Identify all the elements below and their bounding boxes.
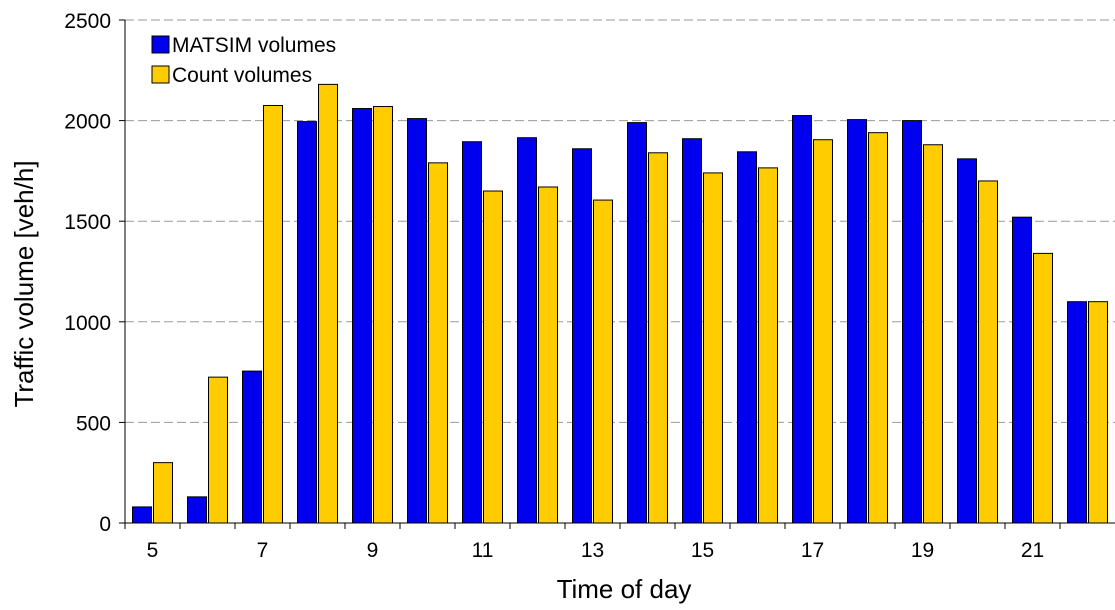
x-tick-label: 19 [911,539,934,562]
bar-matsim-11 [462,141,482,524]
legend-label: MATSIM volumes [172,34,336,57]
bar-count-13 [593,199,613,524]
x-tick-label: 9 [367,539,379,562]
bar-matsim-16 [737,151,757,524]
bar-matsim-17 [792,115,812,524]
bar-matsim-10 [407,118,427,524]
x-tick-label: 13 [581,539,604,562]
legend-label: Count volumes [172,64,312,87]
bar-matsim-6 [187,496,207,524]
bars [132,83,1108,524]
bar-count-5 [153,462,173,524]
y-tick-label: 0 [99,513,111,536]
bar-count-19 [923,144,943,524]
bar-count-14 [648,152,668,524]
bar-count-12 [538,186,558,524]
x-tick-label: 11 [472,539,494,562]
bar-count-8 [318,83,338,524]
y-tick-label: 2500 [64,10,111,33]
bar-matsim-20 [957,158,977,524]
x-tick-label: 15 [691,539,714,562]
bar-count-20 [978,180,998,524]
x-axis-title: Time of day [557,574,692,604]
bar-count-22 [1088,301,1108,524]
bar-count-15 [703,172,723,524]
bar-count-17 [813,139,833,524]
bar-matsim-5 [132,506,152,524]
bar-count-16 [758,167,778,524]
axes [119,19,1115,529]
bar-count-6 [208,376,228,524]
y-tick-label: 2000 [64,111,111,134]
bar-matsim-14 [627,122,647,524]
bar-matsim-7 [242,370,262,524]
x-tick-label: 21 [1021,539,1044,562]
bar-matsim-13 [572,148,592,524]
bar-matsim-19 [902,120,922,524]
bar-matsim-18 [847,119,867,524]
bar-matsim-15 [682,138,702,524]
bar-count-10 [428,162,448,524]
bar-count-21 [1033,252,1053,524]
y-axis-title: Traffic volume [veh/h] [9,160,39,407]
bar-matsim-21 [1012,216,1032,524]
bar-matsim-22 [1067,301,1087,524]
bar-count-7 [263,105,283,524]
bar-count-11 [483,190,503,524]
bar-count-9 [373,106,393,524]
bar-matsim-9 [352,108,372,524]
bar-matsim-12 [517,137,537,524]
legend-swatch [151,65,170,84]
legend: MATSIM volumes Count volumes [151,34,336,87]
bar-matsim-8 [297,121,317,524]
y-tick-label: 1000 [64,312,111,335]
y-tick-label: 500 [76,412,111,435]
y-tick-label: 1500 [64,211,111,234]
legend-swatch [151,35,170,54]
tick-labels: 0 500 1000 1500 2000 2500 5 7 9 11 13 15 17 19 21 [64,10,1044,562]
x-tick-label: 5 [147,539,159,562]
x-tick-label: 17 [801,539,824,562]
gridlines [125,19,1115,423]
x-tick-label: 7 [257,539,269,562]
bar-count-18 [868,132,888,524]
